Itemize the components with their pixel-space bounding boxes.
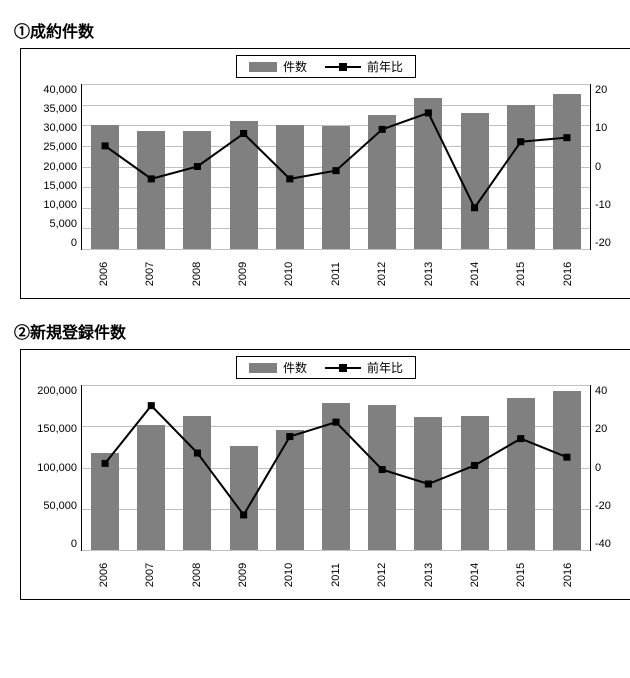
x-tick: 2014 (455, 251, 495, 297)
legend-bar-item: 件数 (249, 58, 307, 75)
chart1-x-labels: 2006200720082009201020112012201320142015… (81, 254, 591, 294)
y1-tick: 200,000 (31, 385, 77, 397)
marker (148, 175, 155, 182)
y1-tick: 50,000 (31, 500, 77, 512)
x-tick: 2007 (131, 251, 171, 297)
y2-tick: -10 (595, 199, 621, 211)
marker (286, 175, 293, 182)
marker (563, 134, 570, 141)
y1-tick: 150,000 (31, 423, 77, 435)
x-tick: 2012 (362, 552, 402, 598)
y2-tick: -40 (595, 538, 621, 550)
y1-tick: 25,000 (31, 141, 77, 153)
marker (286, 433, 293, 440)
chart1-legend: 件数 前年比 (236, 55, 416, 78)
chart2-y2-axis: 40 20 0 -20 -40 (591, 385, 621, 550)
marker (425, 109, 432, 116)
marker (379, 126, 386, 133)
chart2-x-labels: 2006200720082009201020112012201320142015… (81, 555, 591, 595)
marker (517, 435, 524, 442)
x-tick: 2008 (177, 552, 217, 598)
y2-tick: 10 (595, 122, 621, 134)
marker (240, 511, 247, 518)
y1-tick: 5,000 (31, 218, 77, 230)
chart2-title: ②新規登録件数 (14, 319, 630, 343)
x-tick: 2006 (84, 251, 124, 297)
x-tick: 2014 (455, 552, 495, 598)
x-tick: 2010 (270, 251, 310, 297)
x-tick: 2011 (316, 552, 356, 598)
marker (148, 402, 155, 409)
y1-tick: 15,000 (31, 180, 77, 192)
y1-tick: 0 (31, 538, 77, 550)
marker (517, 138, 524, 145)
y1-tick: 100,000 (31, 462, 77, 474)
y1-tick: 20,000 (31, 161, 77, 173)
x-tick: 2013 (409, 251, 449, 297)
y1-tick: 35,000 (31, 103, 77, 115)
chart1-y2-axis: 20 10 0 -10 -20 (591, 84, 621, 249)
marker (194, 450, 201, 457)
chart1-plot-wrap: 40,000 35,000 30,000 25,000 20,000 15,000 10,0… (31, 84, 621, 250)
y2-tick: 40 (595, 385, 621, 397)
line-swatch-icon (325, 367, 361, 369)
legend-bar-item: 件数 (249, 359, 307, 376)
y1-tick: 10,000 (31, 199, 77, 211)
marker (471, 204, 478, 211)
legend-line-label: 前年比 (367, 58, 403, 75)
y2-tick: 20 (595, 423, 621, 435)
chart1-y1-axis: 40,000 35,000 30,000 25,000 20,000 15,000 10,0… (31, 84, 81, 249)
bar-swatch-icon (249, 62, 277, 72)
y2-tick: 0 (595, 161, 621, 173)
line-swatch-icon (325, 66, 361, 68)
x-tick: 2007 (131, 552, 171, 598)
bar-swatch-icon (249, 363, 277, 373)
x-tick: 2012 (362, 251, 402, 297)
x-tick: 2013 (409, 552, 449, 598)
y1-tick: 30,000 (31, 122, 77, 134)
chart1-title: ①成約件数 (14, 18, 630, 42)
trend-line (105, 113, 567, 208)
chart2-plot (81, 385, 591, 551)
marker (332, 419, 339, 426)
x-tick: 2006 (84, 552, 124, 598)
x-tick: 2008 (177, 251, 217, 297)
x-tick: 2015 (501, 251, 541, 297)
chart2-y1-axis: 200,000 150,000 100,000 50,000 0 (31, 385, 81, 550)
x-tick: 2016 (548, 251, 588, 297)
chart1-plot (81, 84, 591, 250)
x-tick: 2009 (223, 552, 263, 598)
y2-tick: 0 (595, 462, 621, 474)
chart2-plot-wrap: 200,000 150,000 100,000 50,000 0 40 20 0 -20 -40 (31, 385, 621, 551)
marker (102, 460, 109, 467)
x-tick: 2009 (223, 251, 263, 297)
x-tick: 2016 (548, 552, 588, 598)
legend-line-label: 前年比 (367, 359, 403, 376)
y1-tick: 0 (31, 237, 77, 249)
y2-tick: -20 (595, 500, 621, 512)
marker (240, 130, 247, 137)
y2-tick: 20 (595, 84, 621, 96)
chart1-line-svg (82, 84, 590, 249)
marker (471, 462, 478, 469)
marker (379, 466, 386, 473)
chart1-box: 件数 前年比 40,000 35,000 30,000 25,000 20,000 15,… (20, 48, 630, 299)
legend-line-item: 前年比 (325, 359, 403, 376)
y1-tick: 40,000 (31, 84, 77, 96)
chart2-box: 件数 前年比 200,000150,000100,00050,0000 4020… (20, 349, 630, 600)
legend-bar-label: 件数 (283, 359, 307, 376)
marker (332, 167, 339, 174)
legend-line-item: 前年比 (325, 58, 403, 75)
x-tick: 2010 (270, 552, 310, 598)
chart2-line-svg (82, 385, 590, 550)
x-tick: 2015 (501, 552, 541, 598)
marker (194, 163, 201, 170)
y2-tick: -20 (595, 237, 621, 249)
chart2-legend: 件数 前年比 (236, 356, 416, 379)
x-tick: 2011 (316, 251, 356, 297)
marker (563, 454, 570, 461)
marker (425, 481, 432, 488)
legend-bar-label: 件数 (283, 58, 307, 75)
marker (102, 142, 109, 149)
